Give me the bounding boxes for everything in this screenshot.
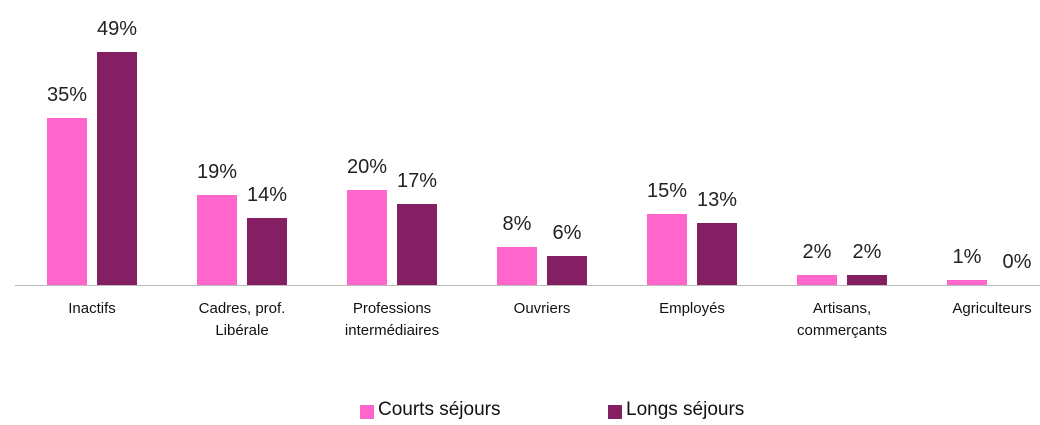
bar bbox=[397, 204, 437, 285]
bar bbox=[847, 275, 887, 285]
bar bbox=[197, 194, 237, 285]
data-label: 13% bbox=[696, 189, 738, 212]
bar bbox=[697, 223, 737, 285]
data-label: 35% bbox=[46, 84, 88, 107]
bar bbox=[497, 246, 537, 285]
data-label: 2% bbox=[802, 241, 832, 264]
bar bbox=[97, 51, 137, 285]
bar bbox=[797, 275, 837, 285]
bar bbox=[947, 280, 987, 285]
x-tick-label: Agriculteurs bbox=[952, 300, 1032, 317]
bar bbox=[247, 218, 287, 285]
legend-swatch bbox=[360, 405, 374, 419]
x-tick-label: Cadres, prof. Libérale bbox=[198, 300, 286, 339]
data-label: 20% bbox=[346, 155, 388, 178]
x-tick-label: Employés bbox=[659, 300, 725, 317]
data-label: 1% bbox=[952, 246, 982, 269]
bar bbox=[647, 213, 687, 285]
bar bbox=[47, 118, 87, 285]
data-label: 0% bbox=[1002, 251, 1032, 273]
data-label: 17% bbox=[396, 170, 438, 193]
x-axis bbox=[15, 285, 1040, 286]
legend-label: Longs séjours bbox=[626, 399, 745, 420]
bar bbox=[347, 189, 387, 285]
legend-swatch bbox=[608, 405, 622, 419]
bar bbox=[547, 256, 587, 285]
data-label: 2% bbox=[852, 241, 882, 264]
x-tick-label: Ouvriers bbox=[513, 300, 571, 317]
x-tick-label: Professions intermédiaires bbox=[344, 300, 440, 339]
data-label: 6% bbox=[552, 222, 582, 245]
data-label: 14% bbox=[246, 184, 288, 207]
legend-label: Courts séjours bbox=[378, 399, 501, 420]
data-label: 19% bbox=[196, 160, 238, 183]
data-label: 15% bbox=[646, 179, 688, 202]
x-tick-label: Inactifs bbox=[68, 300, 116, 317]
data-label: 8% bbox=[502, 212, 532, 235]
x-tick-label: Artisans, commerçants bbox=[796, 300, 888, 339]
data-label: 49% bbox=[96, 17, 138, 40]
